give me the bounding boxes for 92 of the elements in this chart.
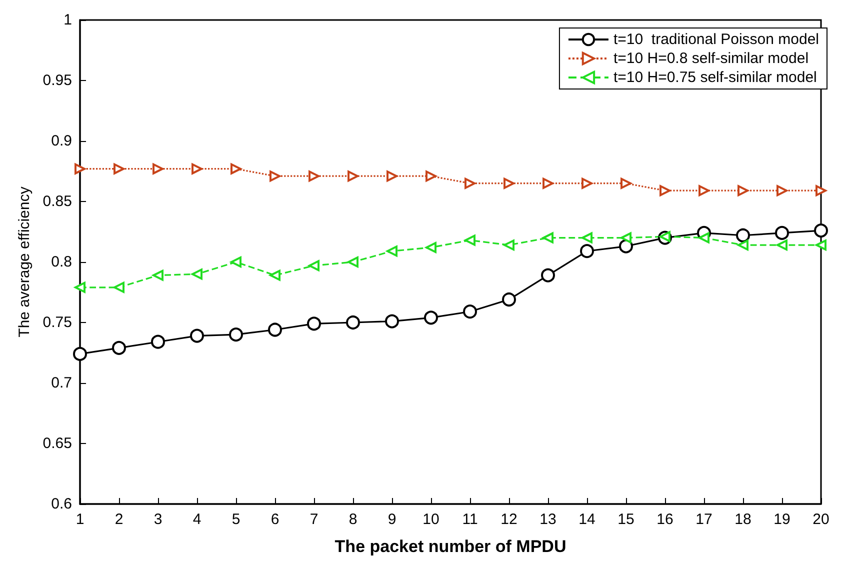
point (619, 239, 633, 254)
point (112, 340, 126, 355)
point (152, 163, 164, 174)
point (464, 178, 476, 189)
point (660, 185, 670, 196)
point (114, 163, 124, 174)
y-tick-label: 0.8 (51, 254, 72, 270)
point (74, 282, 86, 293)
x-tick-label: 2 (114, 511, 124, 528)
legend-label: t=10 H=0.8 self-similar model (613, 50, 809, 67)
point (426, 242, 436, 253)
x-tick-label: 9 (388, 511, 396, 528)
point (698, 185, 710, 196)
x-tick-label: 6 (270, 511, 280, 528)
point (192, 163, 202, 174)
x-tick-label: 15 (618, 511, 634, 528)
y-axis-title: The average efficiency (16, 186, 33, 338)
point (114, 282, 124, 293)
x-tick-label: 18 (734, 511, 752, 528)
point (73, 346, 87, 361)
x-tick-label: 14 (578, 511, 596, 528)
point (270, 270, 280, 281)
point (542, 178, 554, 189)
point (385, 314, 399, 328)
point (776, 185, 788, 196)
point (463, 304, 477, 319)
point (346, 316, 360, 330)
point (426, 170, 436, 182)
x-tick-label: 16 (656, 511, 674, 528)
point (738, 240, 748, 251)
y-tick-label: 0.9 (51, 132, 72, 150)
x-axis-title: The packet number of MPDU (334, 537, 566, 556)
x-tick-label: 11 (462, 511, 478, 528)
point (192, 268, 202, 280)
x-tick-label: 3 (154, 511, 162, 528)
point (74, 163, 86, 174)
point (580, 244, 594, 258)
x-tick-label: 5 (232, 511, 240, 528)
point (307, 316, 321, 331)
point (348, 170, 358, 182)
point (698, 232, 710, 244)
point (738, 185, 748, 196)
point (386, 170, 398, 182)
point (424, 310, 438, 325)
point (582, 232, 592, 244)
point (268, 322, 282, 337)
y-tick-label: 0.6 (51, 496, 72, 512)
x-tick-label: 7 (310, 511, 318, 528)
y-tick-label: 0.7 (51, 374, 72, 392)
y-tick-label: 0.65 (42, 435, 72, 452)
point (816, 185, 826, 196)
point (776, 240, 788, 251)
point (348, 256, 358, 268)
x-tick-label: 17 (696, 511, 712, 528)
point (736, 228, 750, 242)
legend-label: t=10 H=0.75 self-similar model (613, 69, 817, 86)
y-tick-label: 1 (64, 12, 72, 28)
point (542, 232, 554, 244)
point (190, 328, 204, 343)
point (504, 178, 514, 189)
x-tick-label: 8 (348, 511, 358, 528)
y-tick-label: 0.85 (42, 193, 72, 210)
y-tick-label: 0.95 (42, 72, 72, 89)
point (308, 260, 320, 272)
point (230, 256, 242, 268)
x-tick-label: 19 (774, 511, 790, 528)
point (775, 226, 789, 240)
point (386, 246, 398, 257)
point (541, 268, 555, 282)
point (582, 178, 592, 189)
point (230, 163, 242, 174)
point (816, 240, 826, 251)
point (151, 334, 165, 349)
point (502, 292, 516, 307)
x-tick-label: 12 (500, 511, 518, 528)
point (229, 328, 243, 342)
x-tick-label: 1 (76, 511, 84, 528)
x-tick-label: 20 (812, 511, 830, 528)
point (620, 232, 632, 244)
x-tick-label: 10 (422, 511, 440, 528)
x-tick-label: 13 (540, 511, 556, 528)
y-tick-label: 0.75 (42, 314, 72, 331)
point (308, 170, 320, 182)
point (270, 170, 280, 182)
point (152, 270, 164, 281)
point (620, 178, 632, 189)
point (504, 240, 514, 251)
x-tick-label: 4 (192, 511, 202, 528)
point (464, 234, 476, 246)
point (814, 224, 828, 238)
legend-label: t=10 traditional Poisson model (613, 31, 820, 48)
point (660, 231, 670, 242)
